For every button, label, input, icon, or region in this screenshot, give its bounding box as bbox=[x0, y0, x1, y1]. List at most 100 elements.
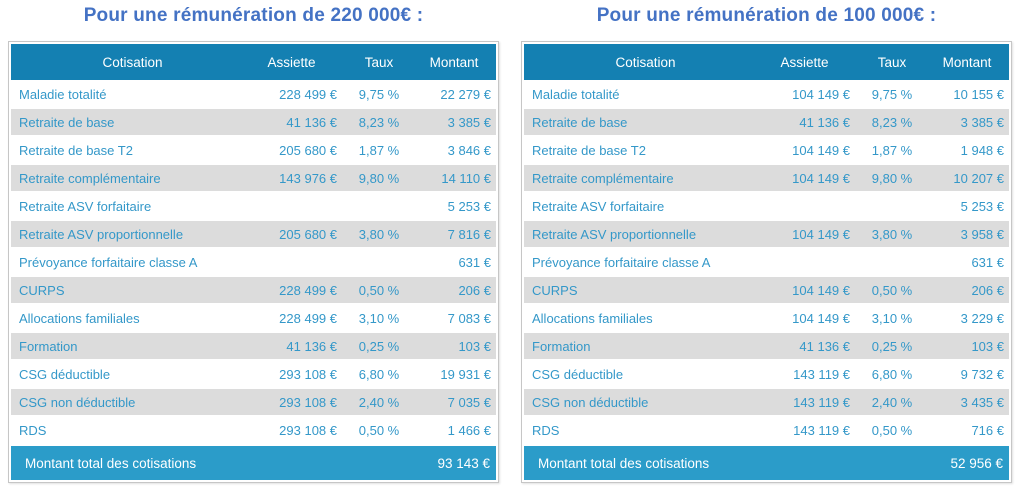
table-row: CURPS 104 149 € 0,50 % 206 € bbox=[524, 276, 1009, 304]
table-row: CSG non déductible 143 119 € 2,40 % 3 43… bbox=[524, 388, 1009, 416]
assiette-value: 41 136 € bbox=[799, 338, 850, 354]
montant-value: 206 € bbox=[971, 282, 1004, 298]
taux-value: 8,23 % bbox=[871, 114, 913, 130]
table-row: RDS 143 119 € 0,50 % 716 € bbox=[524, 416, 1009, 444]
taux-value: 0,50 % bbox=[871, 282, 913, 298]
assiette-value: 104 149 € bbox=[792, 86, 850, 102]
assiette-value: 41 136 € bbox=[286, 114, 337, 130]
column-header-montant: Montant bbox=[942, 54, 992, 70]
cotisation-label: Maladie totalité bbox=[532, 86, 620, 102]
montant-value: 631 € bbox=[971, 254, 1004, 270]
table-row: CSG non déductible 293 108 € 2,40 % 7 03… bbox=[11, 388, 496, 416]
table-row: Retraite de base 41 136 € 8,23 % 3 385 € bbox=[11, 108, 496, 136]
cotisations-table-100k: Cotisation Assiette Taux Montant Maladie… bbox=[521, 41, 1012, 483]
taux-value: 1,87 % bbox=[358, 142, 400, 158]
taux-value: 3,10 % bbox=[358, 310, 400, 326]
table-row: Retraite ASV proportionnelle 205 680 € 3… bbox=[11, 220, 496, 248]
cotisation-label: Prévoyance forfaitaire classe A bbox=[19, 254, 198, 270]
total-montant: 52 956 € bbox=[950, 455, 1003, 471]
assiette-value: 293 108 € bbox=[279, 366, 337, 382]
panel-220k: Pour une rémunération de 220 000€ : Coti… bbox=[8, 3, 499, 498]
total-label: Montant total des cotisations bbox=[25, 455, 197, 471]
montant-value: 3 846 € bbox=[447, 142, 491, 158]
table-row: Retraite ASV proportionnelle 104 149 € 3… bbox=[524, 220, 1009, 248]
cotisation-label: Retraite ASV proportionnelle bbox=[532, 226, 697, 242]
assiette-value: 205 680 € bbox=[279, 142, 337, 158]
taux-value: 9,75 % bbox=[358, 86, 400, 102]
taux-value: 0,50 % bbox=[358, 282, 400, 298]
column-header-cotisation: Cotisation bbox=[102, 54, 163, 70]
taux-value: 0,25 % bbox=[871, 338, 913, 354]
montant-value: 631 € bbox=[458, 254, 491, 270]
page-title-100k: Pour une rémunération de 100 000€ : bbox=[596, 5, 937, 26]
table-row: Maladie totalité 228 499 € 9,75 % 22 279… bbox=[11, 80, 496, 108]
montant-value: 7 816 € bbox=[447, 226, 491, 242]
cotisation-label: CURPS bbox=[19, 282, 65, 298]
assiette-value: 104 149 € bbox=[792, 226, 850, 242]
table-row: Allocations familiales 228 499 € 3,10 % … bbox=[11, 304, 496, 332]
table-row: Retraite complémentaire 104 149 € 9,80 %… bbox=[524, 164, 1009, 192]
montant-value: 7 083 € bbox=[447, 310, 491, 326]
taux-value: 0,50 % bbox=[358, 422, 400, 438]
table-row: Prévoyance forfaitaire classe A 631 € bbox=[524, 248, 1009, 276]
montant-value: 14 110 € bbox=[441, 170, 491, 186]
montant-value: 10 207 € bbox=[953, 170, 1004, 186]
cotisation-label: Retraite ASV proportionnelle bbox=[19, 226, 184, 242]
montant-value: 3 958 € bbox=[960, 226, 1004, 242]
montant-value: 3 385 € bbox=[960, 114, 1004, 130]
table-row: Retraite ASV forfaitaire 5 253 € bbox=[11, 192, 496, 220]
assiette-value: 293 108 € bbox=[279, 422, 337, 438]
assiette-value: 228 499 € bbox=[279, 86, 337, 102]
total-row: Montant total des cotisations 52 956 € bbox=[524, 446, 1009, 480]
assiette-value: 205 680 € bbox=[279, 226, 337, 242]
cotisation-label: Retraite ASV forfaitaire bbox=[19, 198, 152, 214]
assiette-value: 41 136 € bbox=[286, 338, 337, 354]
cotisations-table-220k: Cotisation Assiette Taux Montant Maladie… bbox=[8, 41, 499, 483]
montant-value: 3 229 € bbox=[960, 310, 1004, 326]
montant-value: 1 948 € bbox=[960, 142, 1004, 158]
table-row: Retraite de base T2 205 680 € 1,87 % 3 8… bbox=[11, 136, 496, 164]
taux-value: 2,40 % bbox=[871, 394, 913, 410]
assiette-value: 104 149 € bbox=[792, 142, 850, 158]
total-montant: 93 143 € bbox=[437, 455, 490, 471]
column-header-assiette: Assiette bbox=[780, 54, 829, 70]
taux-value: 1,87 % bbox=[871, 142, 913, 158]
cotisation-label: RDS bbox=[19, 422, 47, 438]
table-row: CURPS 228 499 € 0,50 % 206 € bbox=[11, 276, 496, 304]
montant-value: 716 € bbox=[971, 422, 1004, 438]
taux-value: 2,40 % bbox=[358, 394, 400, 410]
table-row: CSG déductible 293 108 € 6,80 % 19 931 € bbox=[11, 360, 496, 388]
cotisation-label: CSG non déductible bbox=[532, 394, 649, 410]
cotisation-label: CURPS bbox=[532, 282, 578, 298]
montant-value: 5 253 € bbox=[447, 198, 491, 214]
table-row: Allocations familiales 104 149 € 3,10 % … bbox=[524, 304, 1009, 332]
taux-value: 9,80 % bbox=[358, 170, 400, 186]
table-row: RDS 293 108 € 0,50 % 1 466 € bbox=[11, 416, 496, 444]
column-header-taux: Taux bbox=[364, 54, 394, 70]
cotisation-label: Retraite ASV forfaitaire bbox=[532, 198, 665, 214]
cotisation-label: Formation bbox=[19, 338, 78, 354]
assiette-value: 228 499 € bbox=[279, 282, 337, 298]
taux-value: 3,80 % bbox=[358, 226, 400, 242]
table-row: Retraite de base T2 104 149 € 1,87 % 1 9… bbox=[524, 136, 1009, 164]
cotisation-label: Retraite complémentaire bbox=[19, 170, 161, 186]
montant-value: 10 155 € bbox=[953, 86, 1004, 102]
taux-value: 6,80 % bbox=[871, 366, 913, 382]
table-row: Formation 41 136 € 0,25 % 103 € bbox=[11, 332, 496, 360]
montant-value: 9 732 € bbox=[960, 366, 1004, 382]
table-row: Maladie totalité 104 149 € 9,75 % 10 155… bbox=[524, 80, 1009, 108]
total-label: Montant total des cotisations bbox=[538, 455, 710, 471]
column-header-taux: Taux bbox=[877, 54, 907, 70]
column-header-assiette: Assiette bbox=[267, 54, 316, 70]
total-row: Montant total des cotisations 93 143 € bbox=[11, 446, 496, 480]
montant-value: 7 035 € bbox=[447, 394, 491, 410]
cotisation-label: Formation bbox=[532, 338, 591, 354]
montant-value: 206 € bbox=[458, 282, 491, 298]
table-row: Prévoyance forfaitaire classe A 631 € bbox=[11, 248, 496, 276]
assiette-value: 293 108 € bbox=[279, 394, 337, 410]
cotisation-label: Prévoyance forfaitaire classe A bbox=[532, 254, 711, 270]
panel-100k: Pour une rémunération de 100 000€ : Coti… bbox=[521, 3, 1012, 498]
assiette-value: 228 499 € bbox=[279, 310, 337, 326]
cotisation-label: Retraite de base T2 bbox=[532, 142, 646, 158]
assiette-value: 104 149 € bbox=[792, 310, 850, 326]
